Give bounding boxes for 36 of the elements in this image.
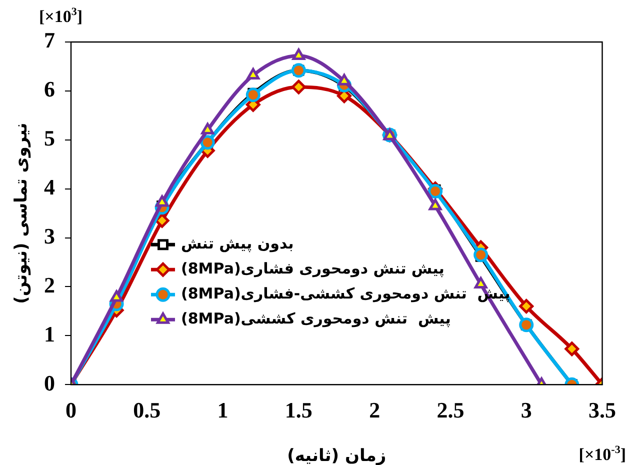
legend-label: بدون پیش تنش: [181, 234, 294, 252]
y-tick-label: 7: [44, 28, 55, 53]
x-tick-label: 3: [520, 397, 532, 422]
point: [428, 184, 443, 199]
point: [474, 248, 488, 262]
point: [292, 48, 306, 60]
y-tick-label: 0: [44, 370, 55, 396]
x-tick-label: 1.5: [284, 397, 312, 422]
legend-label: پیش تنش دومحوری فشاری(8MPa): [181, 259, 444, 278]
x-tick-label: 3.5: [588, 397, 616, 422]
y-tick-label: 6: [44, 76, 55, 102]
y-tick-label: 3: [44, 223, 55, 248]
x-tick-label: 0.5: [133, 397, 161, 422]
point: [338, 74, 351, 86]
point: [156, 195, 169, 207]
point: [474, 277, 488, 289]
point: [519, 299, 534, 314]
y-tick-label: 2: [44, 272, 55, 298]
x-tick-label: 0: [66, 397, 76, 422]
x-tick-label: 2: [369, 397, 380, 422]
point: [246, 68, 260, 80]
y-axis-title: نیروی تماسی (نیوتن): [11, 122, 32, 304]
x-tick-label: 1: [217, 397, 228, 422]
point: [154, 213, 170, 228]
point: [110, 290, 123, 302]
legend-label: پیش تنش دومحوری کششی(8MPa): [181, 309, 451, 328]
point: [564, 342, 580, 356]
point: [201, 122, 214, 134]
x-axis-title: زمان (ثانیه): [287, 446, 386, 465]
point: [291, 80, 306, 94]
x-tick-label: 2.5: [436, 397, 464, 422]
y-tick-label: 1: [44, 321, 55, 346]
point: [246, 88, 260, 102]
y-tick-label: 4: [44, 174, 55, 200]
point: [428, 198, 442, 210]
y-tick-label: 5: [44, 126, 55, 151]
